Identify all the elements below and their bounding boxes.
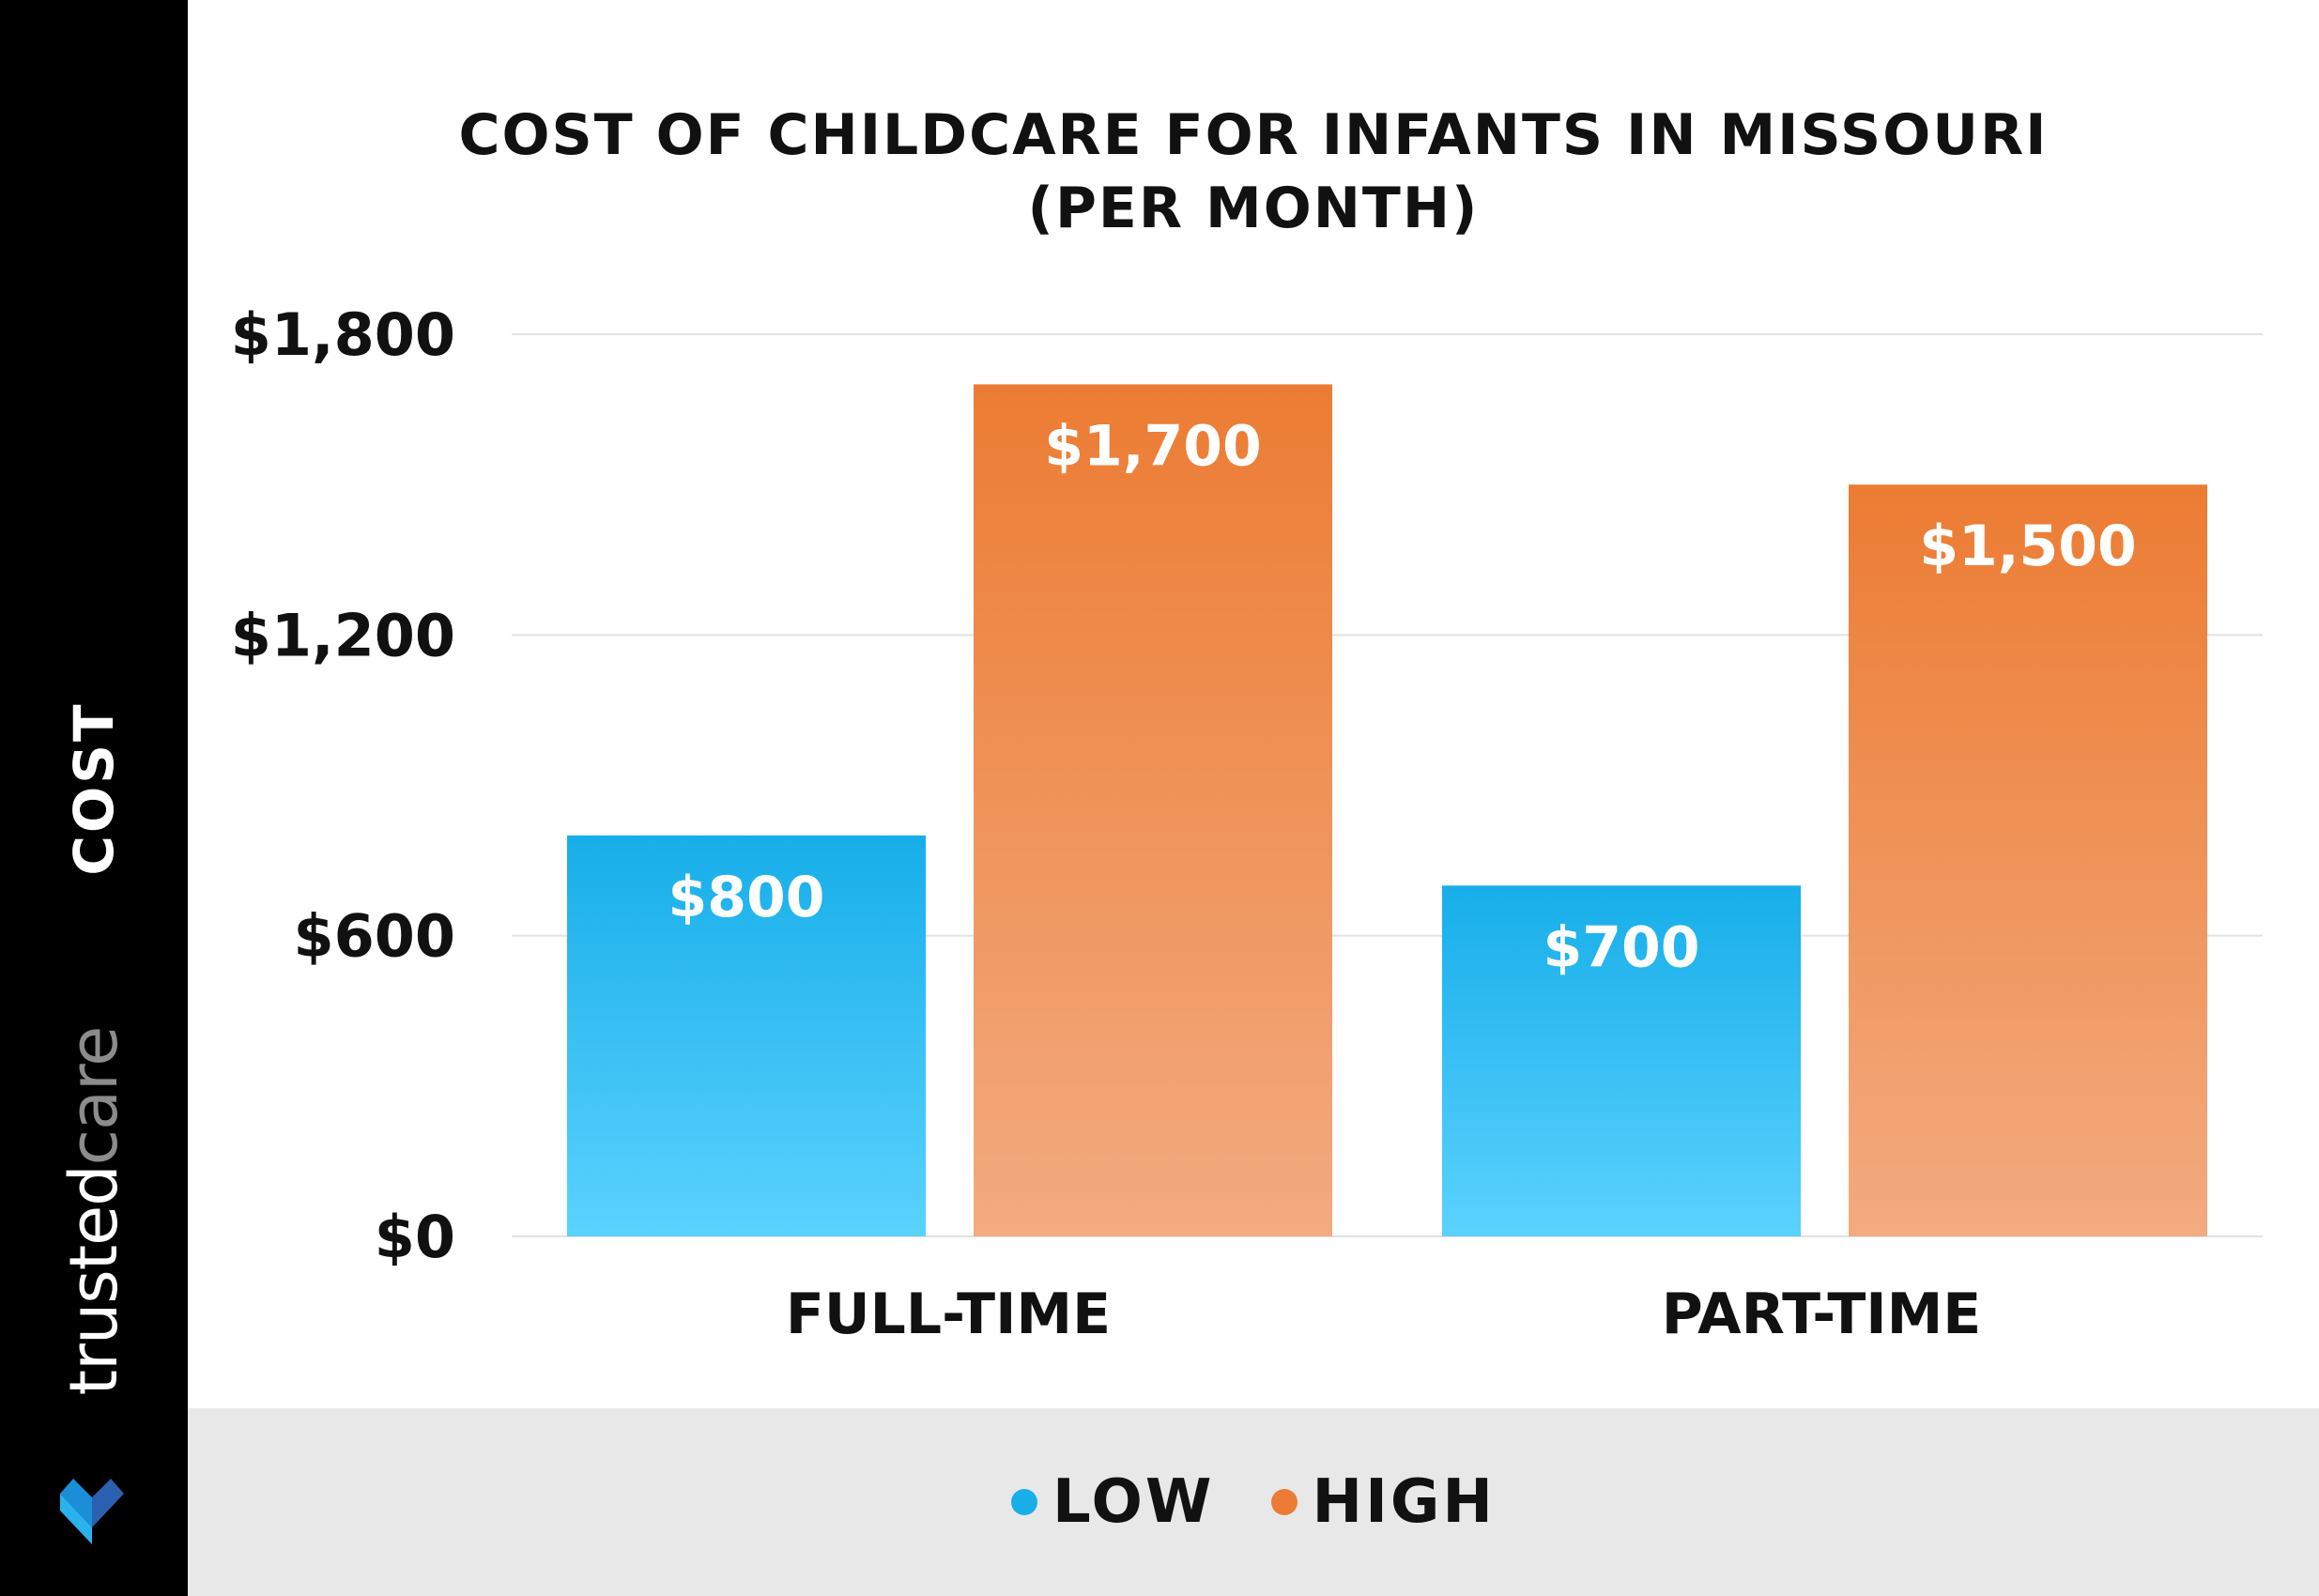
legend-swatch-low	[1011, 1489, 1038, 1515]
legend-band	[188, 1408, 2319, 1596]
y-tick-label: $600	[293, 902, 455, 971]
bar-low-part-time	[1442, 885, 1801, 1236]
x-tick-label: PART-TIME	[1662, 1281, 1982, 1347]
chart-title-line1: COST OF CHILDCARE FOR INFANTS IN MISSOUR…	[458, 102, 2049, 168]
x-tick-label: FULL-TIME	[786, 1281, 1111, 1347]
data-label: $800	[668, 865, 825, 930]
chart-title-line2: (PER MONTH)	[1027, 176, 1480, 241]
left-sidebar	[0, 0, 188, 1596]
legend-item-low: LOW	[1011, 1467, 1215, 1537]
bar-high-part-time	[1849, 484, 2207, 1236]
heart-logo-icon	[60, 1479, 124, 1544]
y-tick-label: $1,800	[231, 300, 455, 369]
bar-high-full-time	[974, 384, 1332, 1236]
data-label: $1,500	[1919, 514, 2137, 579]
legend-label-low: LOW	[1052, 1467, 1215, 1537]
data-label: $700	[1543, 914, 1700, 980]
bar-low-full-time	[567, 835, 926, 1236]
legend: LOW HIGH	[188, 1408, 2319, 1596]
legend-swatch-high	[1270, 1489, 1298, 1515]
legend-label-high: HIGH	[1312, 1467, 1496, 1537]
data-label: $1,700	[1044, 413, 1262, 479]
chart-title: COST OF CHILDCARE FOR INFANTS IN MISSOUR…	[188, 99, 2319, 245]
y-tick-label: $1,200	[231, 601, 455, 669]
legend-item-high: HIGH	[1270, 1467, 1496, 1537]
y-tick-label: $0	[375, 1203, 455, 1271]
